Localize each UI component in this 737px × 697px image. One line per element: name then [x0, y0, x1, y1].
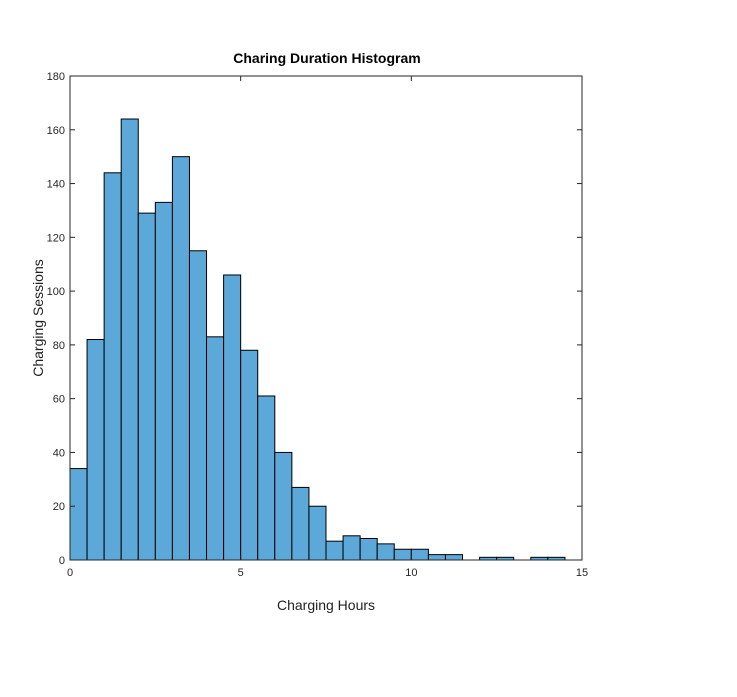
y-tick-label: 120 — [47, 232, 65, 244]
x-tick-label: 15 — [576, 567, 588, 579]
y-tick-label: 40 — [53, 447, 65, 459]
histogram-bar — [274, 451, 293, 561]
y-tick-label: 0 — [59, 555, 65, 567]
histogram-bar — [444, 554, 464, 561]
histogram-bar — [188, 250, 208, 561]
histogram-bar — [171, 156, 190, 561]
x-tick-label: 5 — [238, 567, 244, 579]
ticks-layer: 0 5 10 15 0 20 40 60 80 100 120 140 160 180 — [47, 71, 588, 579]
x-axis-label: Charging Hours — [277, 597, 375, 613]
histogram-bar — [291, 486, 310, 561]
histogram-bar — [69, 468, 88, 561]
histogram-bar — [410, 548, 429, 561]
axes-box — [69, 75, 583, 561]
histogram-bar — [393, 548, 412, 561]
histogram-bar — [308, 505, 327, 561]
histogram-bar — [359, 537, 378, 561]
y-tick-label: 180 — [47, 71, 65, 83]
histogram-bar — [376, 543, 395, 561]
histogram-bar — [120, 118, 139, 561]
y-axis-label: Charging Sessions — [30, 259, 46, 377]
bars-layer — [69, 118, 566, 561]
histogram-bar — [240, 349, 259, 561]
chart-title: Charing Duration Histogram — [233, 50, 420, 66]
histogram-bar — [103, 172, 122, 561]
y-tick-label: 100 — [47, 286, 65, 298]
histogram-bar — [223, 274, 242, 561]
histogram-bar — [206, 336, 225, 561]
y-tick-label: 140 — [47, 179, 65, 191]
x-tick-label: 10 — [405, 567, 417, 579]
histogram-bar — [342, 535, 361, 561]
histogram-bar — [257, 395, 276, 561]
histogram-bar — [86, 339, 105, 561]
y-tick-label: 60 — [53, 394, 65, 406]
histogram-bar — [154, 201, 173, 561]
histogram-bar — [137, 212, 156, 561]
y-tick-label: 80 — [53, 340, 65, 352]
y-tick-label: 20 — [53, 501, 65, 513]
histogram-bar — [325, 540, 344, 561]
y-tick-label: 160 — [47, 125, 65, 137]
x-tick-label: 0 — [67, 567, 73, 579]
histogram-bar — [427, 554, 446, 561]
